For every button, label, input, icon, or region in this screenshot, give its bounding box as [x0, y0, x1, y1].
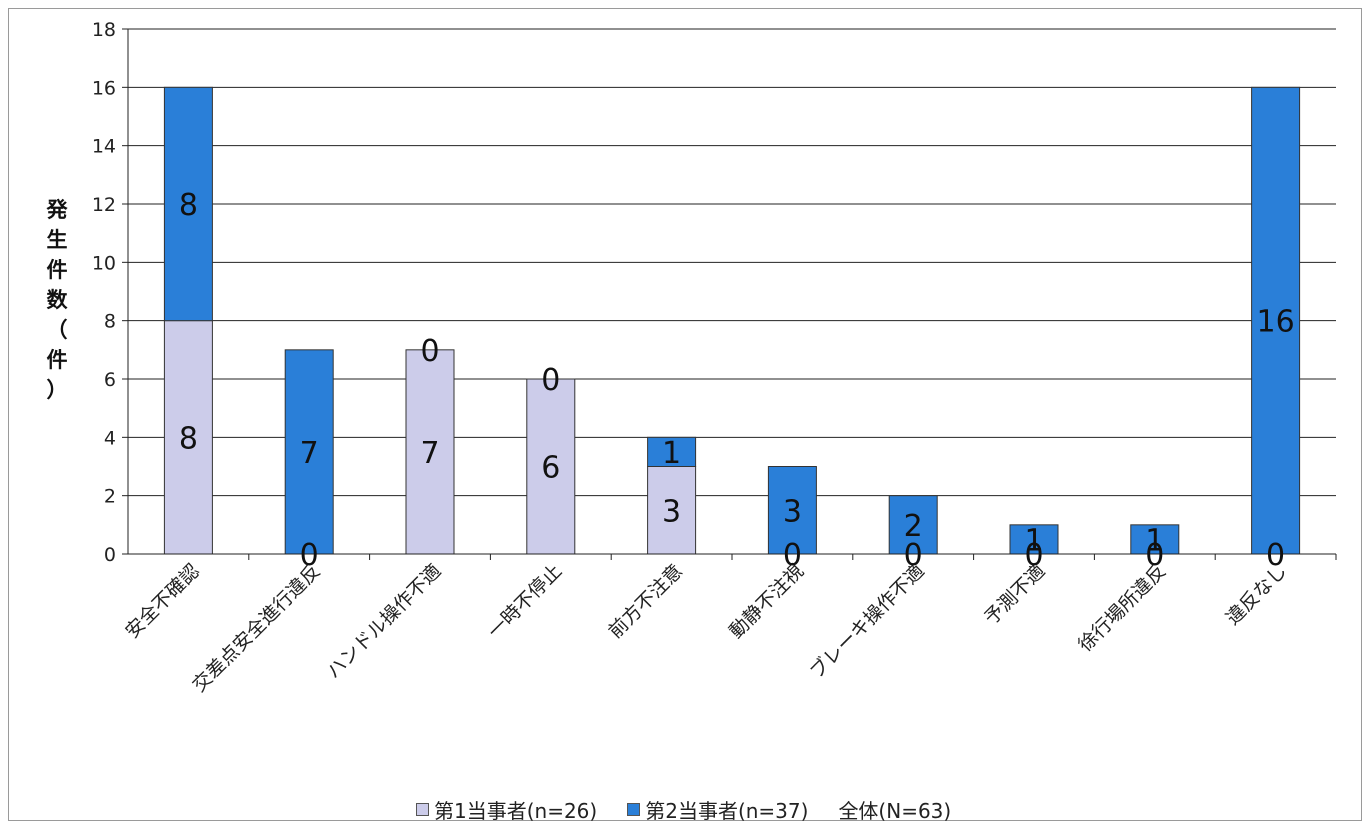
y-axis-title-char: 数	[47, 288, 69, 312]
data-label-series-2: 1	[1145, 523, 1164, 558]
bar-series-2	[1130, 524, 1180, 555]
y-tick-label: 12	[92, 194, 116, 216]
data-label-series-2: 1	[662, 436, 681, 471]
data-label-series-1: 0	[1024, 538, 1043, 573]
data-label-series-1: 3	[662, 494, 681, 529]
y-axis-title-char: （	[47, 318, 68, 342]
y-tick-label: 8	[104, 311, 116, 333]
y-tick-label: 0	[104, 544, 116, 566]
bars	[163, 86, 1301, 555]
y-tick-label: 16	[92, 77, 116, 99]
y-tick-label: 18	[92, 19, 116, 41]
data-label-series-2: 1	[1024, 523, 1043, 558]
legend-swatch-series-2	[627, 803, 641, 816]
y-tick-label: 6	[104, 369, 116, 391]
data-label-series-1: 7	[420, 436, 439, 471]
legend-label-series-2: 第2当事者(n=37)	[645, 799, 809, 823]
x-category-label: 徐行場所違反	[1074, 560, 1170, 656]
y-tick-label: 4	[104, 427, 116, 449]
chart-frame: 0 2 4 6 8 10 12 14 16 18 安全不確認 交差点安全進行違反 ハンドル操作不適 一時不…	[8, 8, 1362, 824]
bar-series-2	[888, 495, 938, 555]
x-category-label: ブレーキ操作不適	[805, 559, 929, 683]
data-label-series-1: 0	[783, 538, 802, 573]
legend-item-series-1: 第1当事者(n=26)	[416, 795, 597, 824]
y-axis-title-char: 生	[47, 228, 68, 252]
bar-series-2	[647, 436, 697, 468]
data-label-series-2: 3	[783, 494, 802, 529]
bar-series-1	[163, 320, 213, 555]
data-label-series-1: 0	[1266, 538, 1285, 573]
data-label-series-1: 0	[904, 538, 923, 573]
legend-item-series-2: 第2当事者(n=37)	[627, 795, 808, 824]
legend-label-total: 全体(N=63)	[838, 799, 952, 823]
y-axis-title-char: ）	[47, 378, 68, 402]
data-label-series-1: 0	[1145, 538, 1164, 573]
y-axis-title-char: 発	[46, 198, 69, 222]
y-tick-label: 14	[92, 136, 116, 158]
x-category-label: 一時不停止	[484, 560, 567, 643]
data-label-series-2: 7	[300, 436, 319, 471]
data-label-series-1: 8	[179, 421, 198, 456]
bar-series-2	[163, 86, 213, 322]
bar-series-2	[1251, 86, 1301, 555]
data-label-series-2: 0	[420, 334, 439, 369]
y-axis-title-char: 件	[47, 258, 68, 282]
legend: 第1当事者(n=26) 第2当事者(n=37) 全体(N=63)	[416, 795, 981, 824]
data-label-series-2: 16	[1257, 305, 1295, 340]
legend-label-series-1: 第1当事者(n=26)	[434, 799, 598, 823]
data-label-series-1: 6	[541, 451, 560, 486]
legend-swatch-series-1	[416, 803, 429, 816]
y-tick-label: 10	[92, 252, 116, 274]
legend-item-total: 全体(N=63)	[838, 795, 951, 824]
x-category-label: 前方不注意	[604, 560, 687, 643]
y-tick-label: 2	[104, 486, 116, 508]
bar-series-2	[767, 466, 817, 555]
data-label-series-2: 2	[904, 509, 923, 544]
x-category-label: 安全不確認	[121, 560, 204, 643]
data-label-series-2: 0	[541, 363, 560, 398]
bar-series-1	[647, 466, 697, 555]
data-label-series-1: 0	[300, 538, 319, 573]
x-category-label: 交差点安全進行違反	[188, 560, 324, 696]
data-label-series-2: 8	[179, 188, 198, 223]
y-axis-title-char: 件	[47, 348, 68, 372]
x-category-label: ハンドル操作不適	[322, 560, 445, 683]
